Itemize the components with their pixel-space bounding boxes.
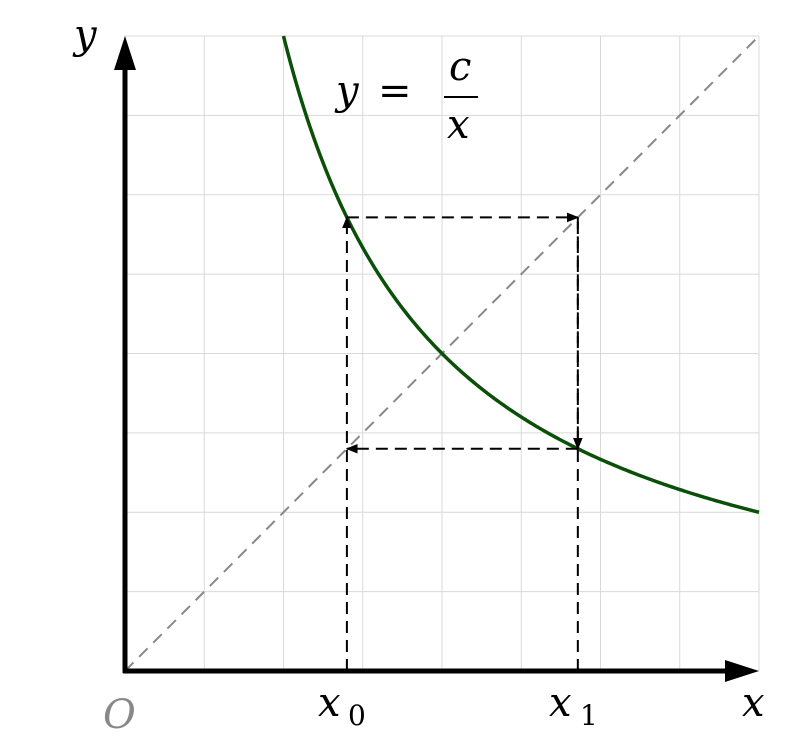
svg-text:x: x [549,680,572,726]
equation-label: y = c x [334,44,478,148]
equation-eq: = [378,68,412,114]
x1-label: x 1 [549,680,598,732]
origin-label: O [103,692,136,738]
x-axis-label: x [742,680,765,726]
equation-numerator: c [449,44,471,90]
svg-text:0: 0 [348,699,366,732]
curve [281,35,760,514]
cobweb [342,212,583,671]
equation-lhs: y [334,68,360,114]
x0-label: x 0 [318,680,366,732]
y-axis-label: y [72,12,98,58]
equation-denominator: x [447,102,470,148]
svg-text:x: x [318,680,341,726]
x-axis-arrow [725,660,759,682]
svg-text:1: 1 [580,699,598,732]
y-axis-arrow [114,36,136,70]
